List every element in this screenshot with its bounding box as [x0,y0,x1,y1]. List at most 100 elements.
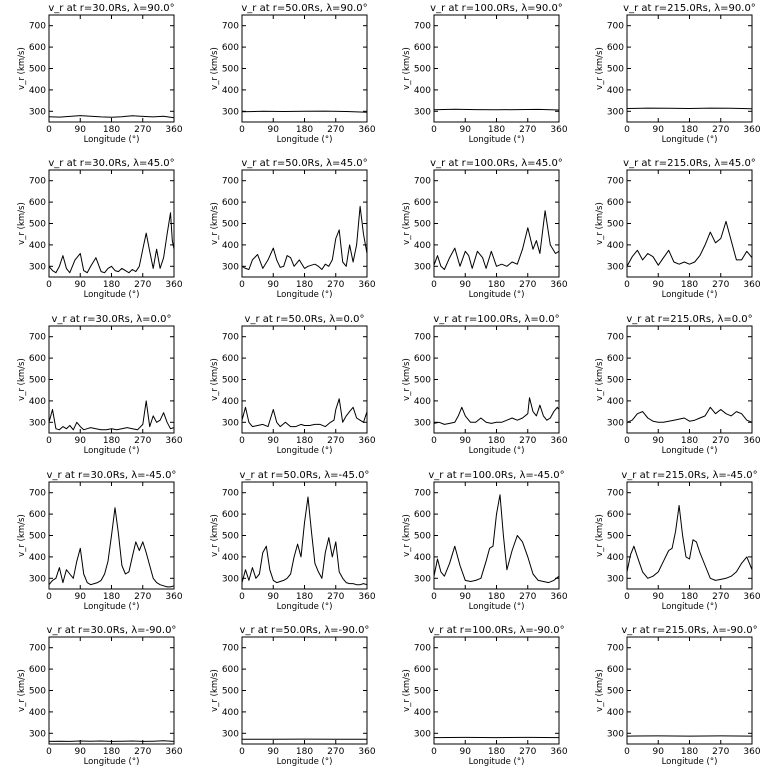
y-tick-label: 500 [29,65,46,75]
panel-title: v_r at r=100.0Rs, λ=90.0° [430,3,563,14]
y-axis-label: v_r (km/s) [595,202,605,245]
y-tick-label: 600 [607,198,624,208]
y-tick-label: 700 [607,22,624,32]
plot-frame [241,481,368,590]
panel-title: v_r at r=215.0Rs, λ=-90.0° [621,625,757,636]
x-tick-label: 270 [519,592,536,602]
x-tick-label: 360 [743,747,760,757]
y-tick-label: 400 [414,86,431,96]
x-tick-label: 270 [519,125,536,135]
x-axis-label: Longitude (°) [662,135,718,145]
y-axis-label: v_r (km/s) [17,514,27,557]
x-axis-label: Longitude (°) [277,290,333,300]
series-line [626,220,753,267]
x-tick-label: 270 [134,747,151,757]
series-line [626,505,753,581]
series-line [48,400,175,431]
y-tick-label: 300 [414,107,431,117]
y-axis-label: v_r (km/s) [210,358,220,401]
panel-14: v_r at r=50.0Rs, λ=-45.0° 0 90 180 270 360 300… [210,470,376,612]
y-tick-label: 500 [29,687,46,697]
panel-title: v_r at r=100.0Rs, λ=-90.0° [428,625,564,636]
panel-13: v_r at r=30.0Rs, λ=-45.0° 0 90 180 270 360 300… [17,470,183,612]
series-line [48,115,175,119]
x-tick-label: 180 [681,436,698,446]
x-tick-label: 90 [75,125,87,135]
x-tick-label: 0 [431,436,437,446]
y-tick-label: 400 [607,708,624,718]
x-tick-label: 360 [358,125,375,135]
series-line [241,110,368,113]
panel-title: v_r at r=215.0Rs, λ=0.0° [626,314,752,325]
x-tick-label: 180 [296,592,313,602]
x-axis-label: Longitude (°) [84,602,140,612]
panel-title: v_r at r=50.0Rs, λ=-45.0° [240,470,370,481]
x-tick-label: 90 [653,280,665,290]
y-tick-label: 400 [607,553,624,563]
x-tick-label: 180 [296,280,313,290]
x-axis-label: Longitude (°) [84,290,140,300]
y-tick-label: 400 [29,553,46,563]
series-line [433,494,560,584]
x-tick-label: 90 [653,747,665,757]
y-tick-label: 400 [222,86,239,96]
panel-title: v_r at r=215.0Rs, λ=-45.0° [621,470,757,481]
y-tick-label: 400 [414,708,431,718]
panel-title: v_r at r=100.0Rs, λ=-45.0° [428,470,564,481]
x-tick-label: 360 [550,280,567,290]
x-tick-label: 0 [624,592,630,602]
x-tick-label: 0 [624,747,630,757]
x-tick-label: 360 [550,747,567,757]
y-tick-label: 700 [222,489,239,499]
x-tick-label: 90 [268,125,280,135]
x-tick-label: 270 [712,747,729,757]
panel-title: v_r at r=30.0Rs, λ=90.0° [48,3,174,14]
x-tick-label: 0 [239,125,245,135]
y-tick-label: 600 [607,510,624,520]
x-tick-label: 90 [75,592,87,602]
y-tick-label: 600 [29,665,46,675]
y-axis-label: v_r (km/s) [17,669,27,712]
x-axis-label: Longitude (°) [84,757,140,767]
x-tick-label: 270 [327,280,344,290]
x-tick-label: 270 [712,125,729,135]
x-tick-label: 180 [488,280,505,290]
y-tick-label: 300 [414,574,431,584]
x-tick-label: 360 [358,280,375,290]
x-tick-label: 0 [431,125,437,135]
x-tick-label: 0 [624,280,630,290]
series-line [433,397,560,425]
x-tick-label: 0 [46,436,52,446]
plot-frame [433,169,560,278]
y-tick-label: 600 [29,510,46,520]
x-tick-label: 360 [165,280,182,290]
x-tick-label: 180 [488,747,505,757]
x-tick-label: 270 [327,125,344,135]
panel-17: v_r at r=30.0Rs, λ=-90.0° 0 90 180 270 360 300… [17,625,183,767]
y-tick-label: 700 [29,22,46,32]
x-tick-label: 180 [103,747,120,757]
plot-frame [241,14,368,123]
x-tick-label: 90 [460,747,472,757]
y-tick-label: 300 [607,574,624,584]
y-tick-label: 400 [222,397,239,407]
y-axis-label: v_r (km/s) [17,202,27,245]
y-tick-label: 300 [222,418,239,428]
y-tick-label: 500 [222,532,239,542]
series-line [433,210,560,270]
y-tick-label: 600 [222,354,239,364]
y-tick-label: 700 [414,22,431,32]
plot-frame [48,325,175,434]
x-tick-label: 0 [431,747,437,757]
x-tick-label: 0 [431,280,437,290]
plot-frame [626,325,753,434]
y-axis-label: v_r (km/s) [402,514,412,557]
y-tick-label: 300 [222,107,239,117]
plot-frame [48,169,175,278]
x-tick-label: 90 [268,592,280,602]
x-tick-label: 0 [624,125,630,135]
x-tick-label: 360 [358,436,375,446]
y-tick-label: 500 [414,532,431,542]
y-tick-label: 600 [607,354,624,364]
x-tick-label: 270 [134,436,151,446]
